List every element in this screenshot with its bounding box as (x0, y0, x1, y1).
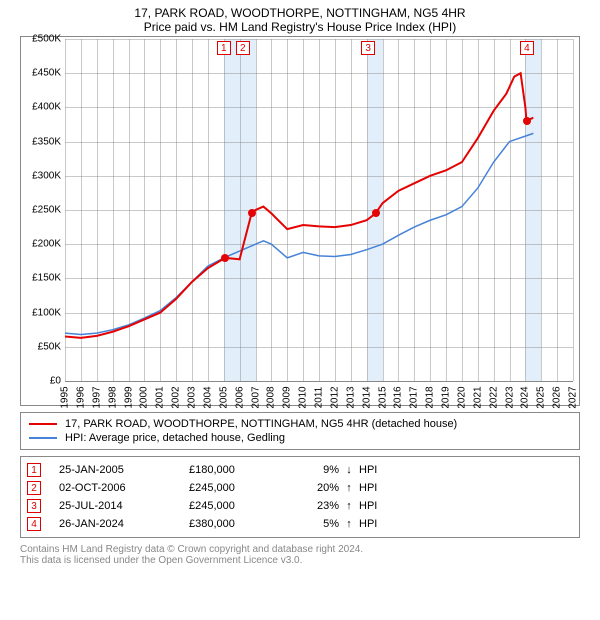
y-axis-label: £300K (23, 170, 61, 181)
x-axis-label: 2008 (266, 386, 277, 408)
event-hpi-label: HPI (359, 464, 377, 476)
events-table: 125-JAN-2005£180,0009%↓HPI202-OCT-2006£2… (20, 456, 580, 538)
y-axis-label: £100K (23, 307, 61, 318)
x-axis-label: 2020 (456, 386, 467, 408)
gridline-h (65, 381, 573, 382)
event-date: 02-OCT-2006 (59, 482, 189, 494)
event-marker-small: 2 (27, 481, 41, 495)
event-marker: 4 (520, 41, 534, 55)
x-axis-label: 2012 (329, 386, 340, 408)
event-pct: 20% (289, 482, 339, 494)
x-axis-label: 1996 (75, 386, 86, 408)
x-axis-label: 2023 (504, 386, 515, 408)
price-chart: £0 £50K £100K £150K £200K £250K £300K £350K £400… (20, 36, 580, 406)
x-axis-label: 2003 (187, 386, 198, 408)
event-hpi-label: HPI (359, 482, 377, 494)
y-axis-label: £500K (23, 34, 61, 45)
x-axis-label: 1999 (123, 386, 134, 408)
event-price: £245,000 (189, 482, 289, 494)
x-axis-label: 2002 (171, 386, 182, 408)
event-arrow-icon: ↑ (339, 500, 359, 512)
x-axis-label: 2001 (155, 386, 166, 408)
page-subtitle: Price paid vs. HM Land Registry's House … (10, 20, 590, 34)
legend-row-property: 17, PARK ROAD, WOODTHORPE, NOTTINGHAM, N… (29, 417, 571, 431)
event-arrow-icon: ↑ (339, 482, 359, 494)
y-axis-label: £150K (23, 273, 61, 284)
event-arrow-icon: ↑ (339, 518, 359, 530)
event-pct: 5% (289, 518, 339, 530)
sale-point (523, 117, 531, 125)
gridline-v (573, 39, 574, 381)
event-price: £380,000 (189, 518, 289, 530)
y-axis-label: £250K (23, 205, 61, 216)
sale-point (248, 209, 256, 217)
event-price: £245,000 (189, 500, 289, 512)
x-axis-label: 2011 (314, 387, 325, 409)
event-marker: 3 (361, 41, 375, 55)
x-axis-label: 2009 (282, 386, 293, 408)
x-axis-label: 2021 (472, 386, 483, 408)
event-row: 4 26-JAN-2024£380,0005%↑HPI (27, 515, 573, 533)
event-hpi-label: HPI (359, 518, 377, 530)
footer-line1: Contains HM Land Registry data © Crown c… (20, 544, 580, 555)
footer-text: Contains HM Land Registry data © Crown c… (20, 544, 580, 566)
x-axis-label: 2018 (425, 386, 436, 408)
sale-point (372, 209, 380, 217)
event-pct: 23% (289, 500, 339, 512)
x-axis-label: 2013 (345, 386, 356, 408)
x-axis-label: 1998 (107, 386, 118, 408)
x-axis-label: 2024 (520, 386, 531, 408)
event-date: 26-JAN-2024 (59, 518, 189, 530)
x-axis-label: 2014 (361, 386, 372, 408)
x-axis-label: 1997 (91, 386, 102, 408)
event-marker-small: 1 (27, 463, 41, 477)
legend-swatch-hpi (29, 437, 57, 439)
y-axis-label: £200K (23, 239, 61, 250)
x-axis-label: 2015 (377, 386, 388, 408)
legend: 17, PARK ROAD, WOODTHORPE, NOTTINGHAM, N… (20, 412, 580, 450)
event-pct: 9% (289, 464, 339, 476)
event-row: 1 25-JAN-2005£180,0009%↓HPI (27, 461, 573, 479)
x-axis-label: 2026 (552, 386, 563, 408)
y-axis-label: £0 (23, 376, 61, 387)
event-date: 25-JAN-2005 (59, 464, 189, 476)
x-axis-label: 2000 (139, 386, 150, 408)
y-axis-label: £50K (23, 341, 61, 352)
page-title: 17, PARK ROAD, WOODTHORPE, NOTTINGHAM, N… (10, 6, 590, 20)
footer-line2: This data is licensed under the Open Gov… (20, 555, 580, 566)
x-axis-label: 2005 (218, 386, 229, 408)
event-price: £180,000 (189, 464, 289, 476)
event-marker: 1 (217, 41, 231, 55)
legend-label-property: 17, PARK ROAD, WOODTHORPE, NOTTINGHAM, N… (65, 418, 457, 430)
chart-lines (65, 39, 573, 381)
x-axis-label: 2027 (568, 386, 579, 408)
legend-swatch-property (29, 423, 57, 425)
legend-row-hpi: HPI: Average price, detached house, Gedl… (29, 431, 571, 445)
legend-label-hpi: HPI: Average price, detached house, Gedl… (65, 432, 285, 444)
event-row: 2 02-OCT-2006£245,00020%↑HPI (27, 479, 573, 497)
event-hpi-label: HPI (359, 500, 377, 512)
x-axis-label: 2019 (441, 386, 452, 408)
x-axis-label: 2025 (536, 386, 547, 408)
x-axis-label: 2016 (393, 386, 404, 408)
y-axis-label: £450K (23, 68, 61, 79)
x-axis-label: 2017 (409, 386, 420, 408)
x-axis-label: 2006 (234, 386, 245, 408)
event-marker-small: 3 (27, 499, 41, 513)
event-arrow-icon: ↓ (339, 464, 359, 476)
event-date: 25-JUL-2014 (59, 500, 189, 512)
x-axis-label: 2007 (250, 386, 261, 408)
x-axis-label: 1995 (60, 386, 71, 408)
series-hpi (65, 133, 533, 334)
x-axis-label: 2010 (298, 386, 309, 408)
y-axis-label: £350K (23, 136, 61, 147)
x-axis-label: 2022 (488, 386, 499, 408)
x-axis-label: 2004 (202, 386, 213, 408)
y-axis-label: £400K (23, 102, 61, 113)
event-marker-small: 4 (27, 517, 41, 531)
event-row: 3 25-JUL-2014£245,00023%↑HPI (27, 497, 573, 515)
event-marker: 2 (236, 41, 250, 55)
sale-point (221, 254, 229, 262)
